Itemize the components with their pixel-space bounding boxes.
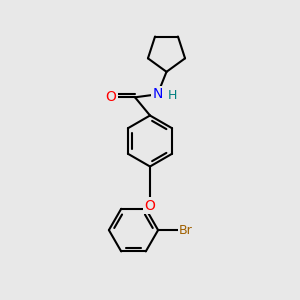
Text: O: O [145, 199, 155, 212]
Text: Br: Br [179, 224, 193, 237]
Text: O: O [106, 90, 116, 104]
Text: N: N [152, 87, 163, 101]
Text: H: H [168, 89, 177, 102]
